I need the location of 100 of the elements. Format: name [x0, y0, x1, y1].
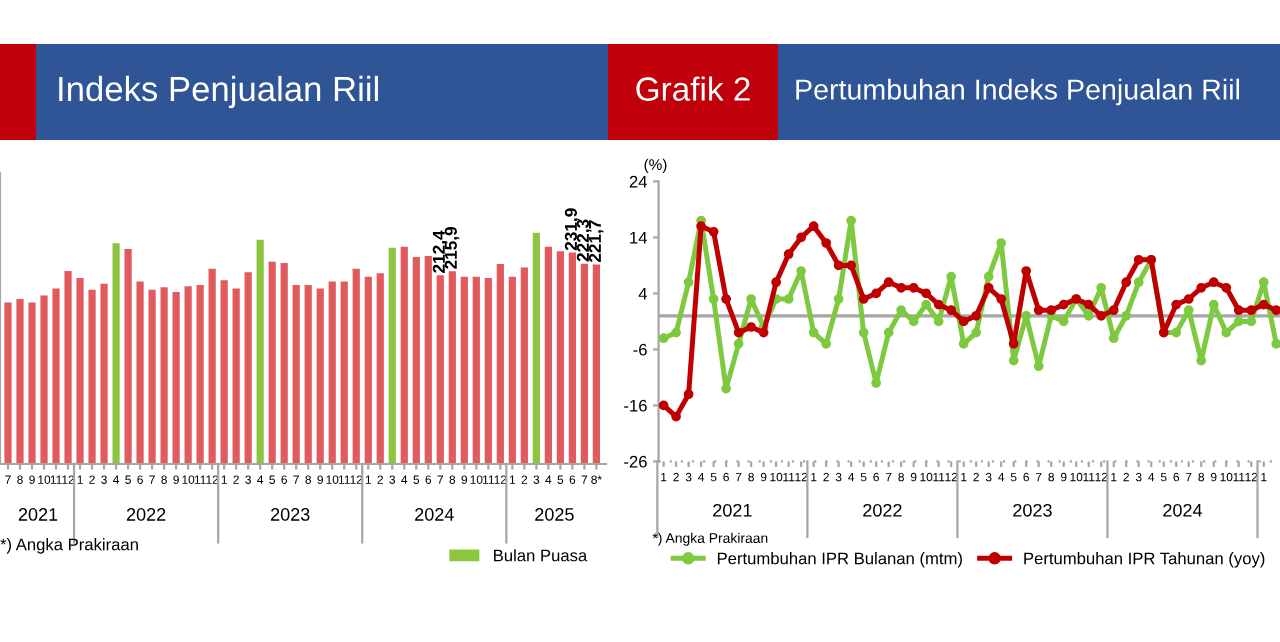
point [1271, 305, 1280, 316]
point [871, 288, 882, 299]
point [908, 282, 919, 293]
point [708, 226, 719, 237]
point [933, 299, 944, 310]
y-tick-label: 24 [629, 175, 647, 188]
legend-label: Pertumbuhan IPR Tahunan (yoy) [1024, 552, 1265, 568]
point [871, 378, 882, 388]
text: 2024 [415, 508, 454, 521]
point [1171, 299, 1182, 310]
point [808, 221, 819, 232]
chart-title: Grafik 2 [636, 76, 750, 101]
point [1233, 305, 1244, 316]
point [683, 277, 694, 288]
point [971, 327, 982, 338]
data-label: 231,9 [564, 208, 580, 251]
y-tick-label: -16 [624, 399, 647, 412]
point [658, 400, 669, 411]
point [958, 316, 969, 327]
point [983, 282, 994, 293]
text: 2022 [126, 508, 166, 521]
point [858, 294, 869, 304]
legend-label: Pertumbuhan IPR Bulanan (mtm) [717, 552, 962, 568]
point [746, 294, 756, 304]
point [671, 411, 681, 422]
point [1058, 316, 1069, 327]
point [883, 277, 894, 288]
point [733, 327, 744, 338]
point [1008, 355, 1019, 366]
point [846, 215, 857, 226]
chart-subtitle: Pertumbuhan Indeks Penjualan Riil [796, 78, 1240, 106]
point [1133, 277, 1144, 288]
point [1021, 310, 1032, 321]
point [1021, 266, 1032, 276]
point [671, 327, 681, 338]
point [971, 310, 982, 321]
point [1221, 282, 1232, 293]
point [1121, 310, 1132, 321]
y-tick-label: -26 [624, 455, 647, 468]
y-tick-label: 14 [630, 231, 647, 244]
point [1033, 305, 1044, 316]
data-label: 215,9 [444, 226, 460, 269]
point [746, 322, 756, 332]
point [921, 288, 932, 299]
point [908, 316, 919, 327]
point [1171, 327, 1182, 338]
point [983, 271, 994, 282]
point [921, 299, 932, 310]
point [1208, 277, 1219, 288]
point [1183, 294, 1194, 304]
y-tick-label: 4 [638, 287, 647, 300]
text: 2023 [1013, 503, 1052, 517]
point [996, 294, 1007, 304]
data-label: 221,7 [588, 220, 604, 263]
point [1108, 305, 1119, 316]
text: 2022 [863, 503, 902, 517]
point [1121, 277, 1132, 288]
data-label: 222,3 [576, 219, 592, 262]
point [1133, 254, 1144, 265]
point [771, 277, 781, 288]
point [758, 327, 769, 338]
point [1233, 316, 1244, 327]
point [846, 260, 857, 271]
point [733, 338, 744, 349]
legend-label: Bulan Puasa [494, 549, 588, 562]
text: 2024 [1163, 503, 1203, 517]
point [808, 327, 819, 338]
point [1058, 299, 1069, 310]
point [996, 238, 1007, 248]
point [683, 389, 694, 400]
point [696, 221, 706, 232]
text: 2025 [535, 508, 574, 521]
point [833, 294, 844, 304]
point [821, 238, 831, 248]
point [946, 305, 957, 316]
point [658, 333, 669, 344]
point [858, 327, 869, 338]
point [783, 249, 794, 260]
data-label: 212,4 [432, 230, 448, 273]
point [1033, 361, 1044, 372]
text: 2023 [271, 508, 310, 521]
point [1108, 333, 1119, 344]
point [783, 294, 794, 304]
point [1196, 282, 1207, 293]
point [721, 294, 731, 304]
chart-title: Indeks Penjualan Riil [59, 75, 378, 109]
point [1096, 310, 1107, 321]
point [946, 271, 957, 282]
point [1271, 338, 1280, 349]
point [1221, 327, 1232, 338]
point [1246, 316, 1257, 327]
point [708, 294, 719, 304]
point [1046, 305, 1057, 316]
point [1258, 299, 1269, 310]
y-tick-label: -6 [633, 343, 647, 356]
point [896, 282, 907, 293]
point [833, 260, 844, 271]
point [1083, 299, 1094, 310]
point [1246, 305, 1257, 316]
point [796, 232, 806, 243]
